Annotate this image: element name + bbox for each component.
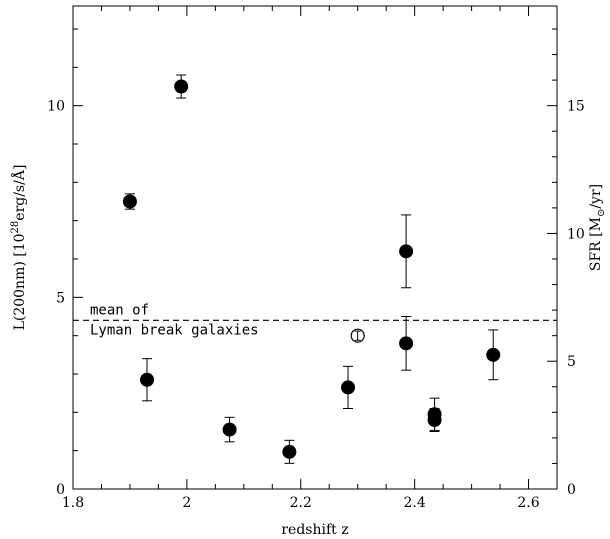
y-right-tick-label: 0 <box>567 482 576 498</box>
data-point <box>140 358 155 402</box>
y-left-label-prefix: L(200nm) [10 <box>12 233 28 330</box>
tick-labels: 1.8 2 2.2 2.4 2.6 0 5 10 0 5 10 15 <box>47 99 585 511</box>
x-axis-label: redshift z <box>281 522 348 538</box>
filled-marker <box>427 413 442 427</box>
data-point <box>399 316 414 371</box>
x-tick-label: 1.8 <box>62 495 84 511</box>
filled-marker <box>174 79 189 94</box>
data-point <box>427 408 442 432</box>
data-point <box>350 328 365 343</box>
reference-line-label-line1: mean of <box>90 302 149 318</box>
x-tick-label: 2.6 <box>517 495 539 511</box>
data-point <box>341 365 356 409</box>
filled-marker <box>399 244 414 259</box>
y-axis-label-left: L(200nm) [1028erg/s/Å] <box>10 165 28 331</box>
filled-marker <box>282 444 297 459</box>
filled-marker <box>122 194 137 209</box>
reference-line-group: mean of Lyman break galaxies <box>73 302 557 338</box>
y-left-tick-label: 10 <box>47 99 65 115</box>
y-right-label-suffix: /yr] <box>588 184 604 209</box>
data-point <box>122 193 137 210</box>
plot-border <box>72 5 558 490</box>
axis-ticks <box>72 6 558 490</box>
filled-marker <box>222 422 237 437</box>
filled-marker <box>399 336 414 351</box>
plot-frame <box>72 5 558 490</box>
y-left-label-superscript: 28 <box>10 221 21 234</box>
filled-marker <box>140 372 155 387</box>
y-left-tick-label: 0 <box>56 482 65 498</box>
data-point <box>222 416 237 443</box>
y-right-label-prefix: SFR [M <box>588 217 604 271</box>
data-point <box>399 214 414 289</box>
data-point <box>174 74 189 99</box>
x-tick-label: 2 <box>182 495 191 511</box>
filled-marker <box>486 347 501 362</box>
filled-marker <box>341 380 356 395</box>
y-right-tick-label: 5 <box>567 354 576 370</box>
y-left-label-suffix: erg/s/Å] <box>10 165 28 221</box>
y-left-tick-label: 5 <box>56 290 65 306</box>
y-right-label-subscript: ⊙ <box>596 209 607 217</box>
reference-line-label-line2: Lyman break galaxies <box>90 322 259 338</box>
data-points <box>122 74 501 464</box>
data-point <box>486 329 501 381</box>
x-tick-label: 2.2 <box>290 495 312 511</box>
x-tick-label: 2.4 <box>404 495 426 511</box>
data-point <box>282 439 297 464</box>
y-right-tick-label: 15 <box>567 99 585 115</box>
y-axis-label-right: SFR [M⊙/yr] <box>588 184 607 271</box>
y-right-tick-label: 10 <box>567 226 585 242</box>
